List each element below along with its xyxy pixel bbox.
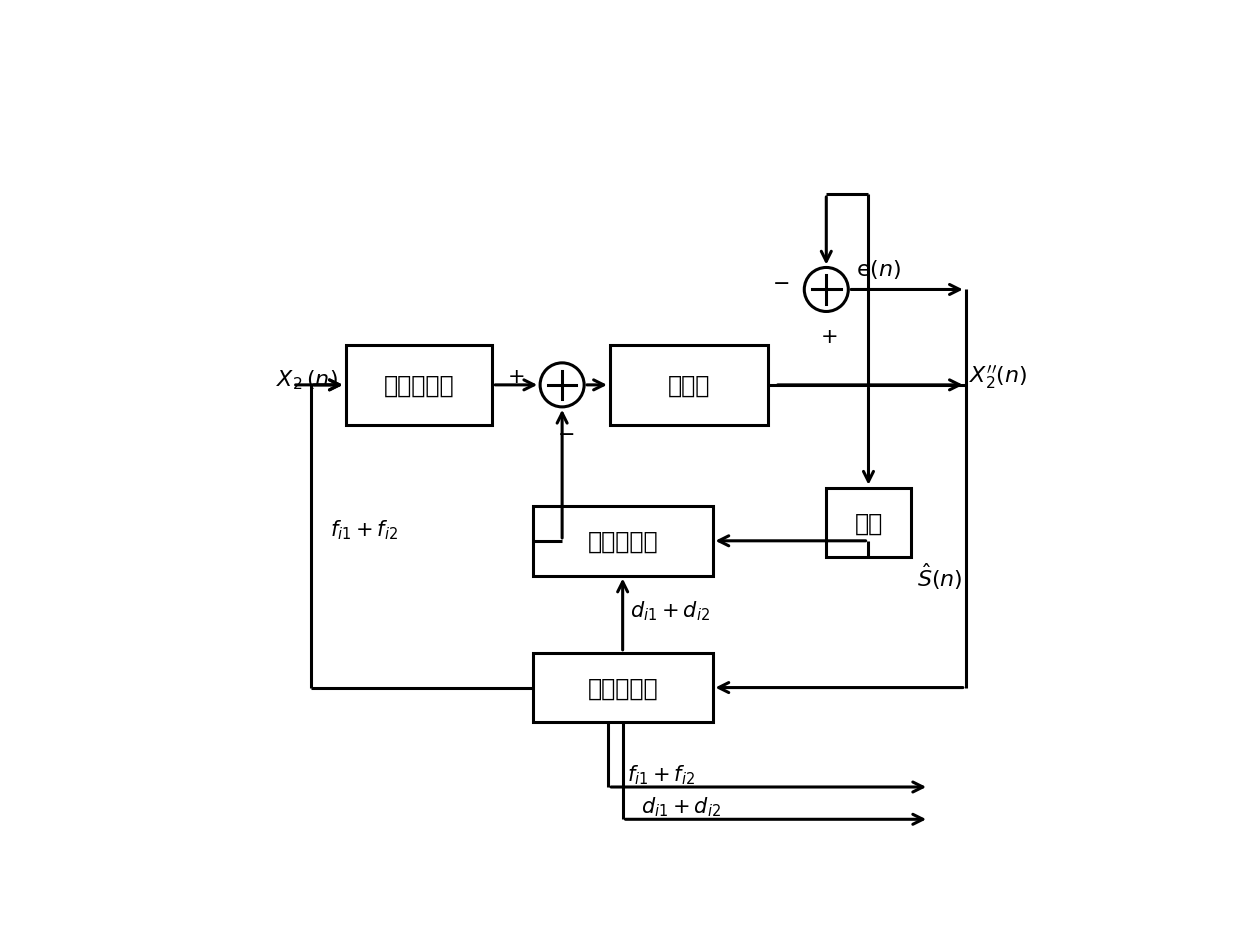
Bar	[533, 506, 713, 576]
Text: +: +	[821, 327, 838, 347]
Text: 映射: 映射	[854, 511, 883, 535]
Text: 解映射: 解映射	[667, 373, 709, 397]
Bar	[826, 488, 910, 558]
Text: $\hat{S}(n)$: $\hat{S}(n)$	[916, 561, 962, 591]
Text: $\mathrm{e}(n)$: $\mathrm{e}(n)$	[856, 258, 900, 281]
Text: 自适应算法: 自适应算法	[588, 676, 658, 700]
Text: 反馈滤波器: 反馈滤波器	[588, 529, 658, 553]
Text: $d_{i1}+d_{i2}$: $d_{i1}+d_{i2}$	[630, 599, 711, 623]
Text: 前馈滤波器: 前馈滤波器	[383, 373, 454, 397]
Bar	[610, 346, 768, 426]
Circle shape	[541, 364, 584, 407]
Text: $-$: $-$	[557, 422, 574, 442]
Text: +: +	[508, 367, 526, 387]
Bar	[533, 653, 713, 723]
Text: $f_{i1}+f_{i2}$: $f_{i1}+f_{i2}$	[626, 763, 694, 785]
Text: $X_2''(n)$: $X_2''(n)$	[970, 363, 1028, 390]
Circle shape	[805, 268, 848, 312]
Text: $d_{i1}+d_{i2}$: $d_{i1}+d_{i2}$	[641, 794, 720, 818]
Bar	[346, 346, 492, 426]
Text: $X_2\,(n)$: $X_2\,(n)$	[277, 367, 337, 391]
Text: $-$: $-$	[773, 271, 790, 291]
Text: $f_{i1}+f_{i2}$: $f_{i1}+f_{i2}$	[330, 518, 398, 541]
